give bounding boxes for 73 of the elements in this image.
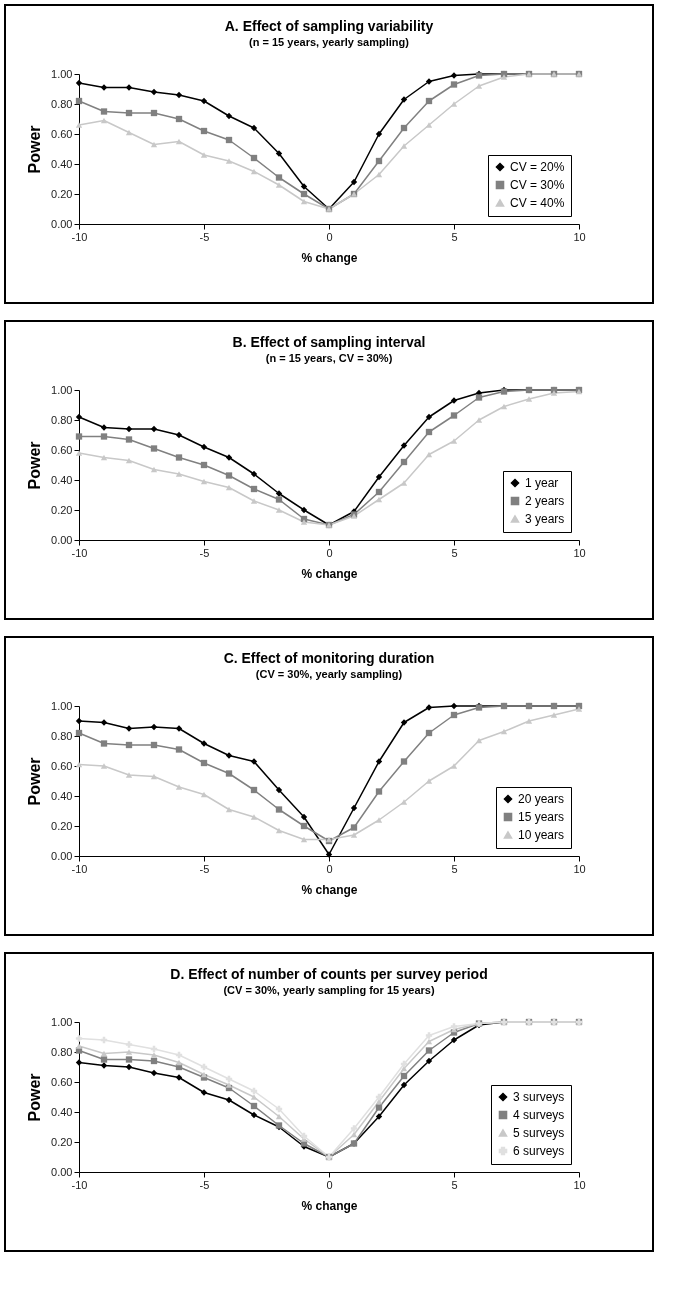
x-axis-title: % change bbox=[301, 566, 358, 581]
legend-label: 10 years bbox=[518, 828, 565, 842]
y-tick-label: 0.20 bbox=[51, 819, 73, 832]
y-axis-title: Power bbox=[26, 125, 44, 174]
x-tick-label: -10 bbox=[71, 546, 88, 559]
y-tick-label: 0.40 bbox=[51, 789, 73, 802]
x-tick-label: -10 bbox=[71, 1178, 88, 1191]
legend-label: 3 years bbox=[525, 512, 565, 526]
y-tick-label: 0.20 bbox=[51, 1135, 73, 1148]
x-tick-label: -5 bbox=[199, 1178, 210, 1191]
y-axis-title: Power bbox=[26, 441, 44, 490]
y-tick-label: 0.20 bbox=[51, 503, 73, 516]
y-tick-label: 0.80 bbox=[51, 729, 73, 742]
x-tick-label: -10 bbox=[71, 862, 88, 875]
y-tick-label: 1.00 bbox=[51, 1015, 73, 1028]
x-tick-label: 5 bbox=[451, 546, 458, 559]
y-tick-label: 0.20 bbox=[51, 187, 73, 200]
x-axis-title: % change bbox=[301, 250, 358, 265]
x-axis-title: % change bbox=[301, 1198, 358, 1213]
y-tick-label: 0.80 bbox=[51, 97, 73, 110]
legend-label: 4 surveys bbox=[513, 1108, 565, 1122]
y-tick-label: 0.60 bbox=[51, 759, 73, 772]
x-tick-label: 5 bbox=[451, 862, 458, 875]
x-tick-label: -5 bbox=[199, 546, 210, 559]
legend-label: 20 years bbox=[518, 792, 565, 806]
y-tick-label: 0.40 bbox=[51, 157, 73, 170]
x-tick-label: 0 bbox=[326, 1178, 333, 1191]
legend-label: CV = 40% bbox=[510, 196, 565, 210]
y-tick-label: 0.60 bbox=[51, 443, 73, 456]
legend-label: 6 surveys bbox=[513, 1144, 565, 1158]
x-tick-label: 5 bbox=[451, 1178, 458, 1191]
y-tick-label: 0.60 bbox=[51, 1075, 73, 1088]
x-tick-label: 10 bbox=[573, 546, 586, 559]
x-tick-label: -10 bbox=[71, 230, 88, 243]
legend-label: 15 years bbox=[518, 810, 565, 824]
y-tick-label: 0.40 bbox=[51, 473, 73, 486]
y-axis-title: Power bbox=[26, 757, 44, 806]
legend-label: 5 surveys bbox=[513, 1126, 565, 1140]
x-tick-label: 5 bbox=[451, 230, 458, 243]
legend-label: CV = 20% bbox=[510, 160, 565, 174]
x-tick-label: 10 bbox=[573, 1178, 586, 1191]
chart-title: C. Effect of monitoring duration bbox=[223, 650, 435, 666]
y-tick-label: 0.00 bbox=[51, 533, 73, 546]
x-tick-label: 10 bbox=[573, 862, 586, 875]
x-tick-label: -5 bbox=[199, 862, 210, 875]
x-tick-label: 0 bbox=[326, 546, 333, 559]
y-tick-label: 1.00 bbox=[51, 67, 73, 80]
legend-label: CV = 30% bbox=[510, 178, 565, 192]
y-tick-label: 0.00 bbox=[51, 217, 73, 230]
x-tick-label: 0 bbox=[326, 862, 333, 875]
y-tick-label: 0.80 bbox=[51, 413, 73, 426]
legend-label: 1 year bbox=[525, 476, 559, 490]
y-tick-label: 0.00 bbox=[51, 1165, 73, 1178]
y-tick-label: 0.60 bbox=[51, 127, 73, 140]
chart-subtitle: (n = 15 years, yearly sampling) bbox=[249, 36, 410, 48]
chart-title: A. Effect of sampling variability bbox=[224, 18, 434, 34]
chart-title: D. Effect of number of counts per survey period bbox=[170, 966, 488, 982]
y-tick-label: 0.40 bbox=[51, 1105, 73, 1118]
x-tick-label: 10 bbox=[573, 230, 586, 243]
y-axis-title: Power bbox=[26, 1073, 44, 1122]
chart-subtitle: (n = 15 years, CV = 30%) bbox=[265, 352, 393, 364]
y-tick-label: 0.80 bbox=[51, 1045, 73, 1058]
chart-subtitle: (CV = 30%, yearly sampling) bbox=[255, 668, 403, 680]
legend-label: 3 surveys bbox=[513, 1090, 565, 1104]
chart-subtitle: (CV = 30%, yearly sampling for 15 years) bbox=[223, 984, 435, 996]
y-tick-label: 1.00 bbox=[51, 699, 73, 712]
y-tick-label: 0.00 bbox=[51, 849, 73, 862]
x-axis-title: % change bbox=[301, 882, 358, 897]
chart-title: B. Effect of sampling interval bbox=[232, 334, 426, 350]
y-tick-label: 1.00 bbox=[51, 383, 73, 396]
x-tick-label: 0 bbox=[326, 230, 333, 243]
x-tick-label: -5 bbox=[199, 230, 210, 243]
legend-label: 2 years bbox=[525, 494, 565, 508]
